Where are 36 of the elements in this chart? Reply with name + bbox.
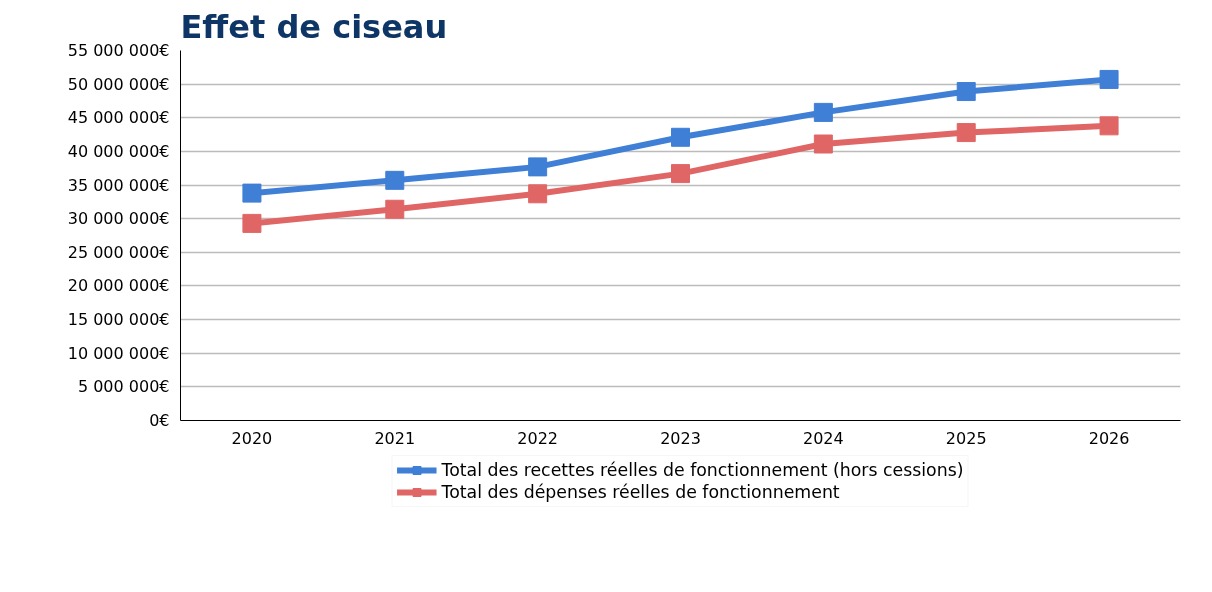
- point: [528, 184, 548, 204]
- point: [385, 170, 405, 190]
- y-tick-label: 15 000 000€: [67, 310, 170, 330]
- y-tick-label: 50 000 000€: [67, 74, 170, 94]
- legend-label: Total des dépenses réelles de fonctionnement: [441, 482, 840, 502]
- point: [671, 127, 690, 147]
- point: [242, 213, 262, 233]
- y-tick-label: 0€: [149, 411, 170, 430]
- x-tick-label: 2026: [1088, 428, 1130, 448]
- y-tick-label: 25 000 000€: [67, 242, 170, 262]
- chart-title: Effet de ciseau: [180, 7, 448, 46]
- x-tick-label: 2025: [945, 428, 987, 448]
- point: [1099, 69, 1119, 89]
- y-tick-label: 30 000 000€: [67, 209, 170, 229]
- x-tick-label: 2024: [803, 428, 844, 448]
- point: [671, 164, 690, 184]
- x-tick-label: 2022: [517, 428, 558, 448]
- y-tick-label: 5 000 000€: [77, 377, 170, 397]
- point: [956, 123, 976, 143]
- x-tick-label: 2021: [374, 428, 416, 448]
- y-tick-label: 35 000 000€: [67, 175, 170, 195]
- point: [813, 134, 833, 154]
- y-tick-label: 45 000 000€: [67, 108, 170, 128]
- y-tick-label: 20 000 000€: [67, 276, 170, 296]
- point: [956, 82, 976, 102]
- legend-label: Total des recettes réelles de fonctionnement (hors cessions): [441, 460, 964, 480]
- y-tick-label: 55 000 000€: [67, 41, 170, 60]
- point: [813, 102, 833, 122]
- point: [385, 199, 405, 219]
- x-tick-label: 2023: [660, 428, 701, 448]
- point: [528, 157, 548, 177]
- x-tick-label: 2020: [231, 428, 273, 448]
- y-tick-label: 10 000 000€: [67, 343, 170, 363]
- y-tick-label: 40 000 000€: [67, 141, 170, 161]
- point: [242, 183, 262, 203]
- point: [1099, 116, 1119, 136]
